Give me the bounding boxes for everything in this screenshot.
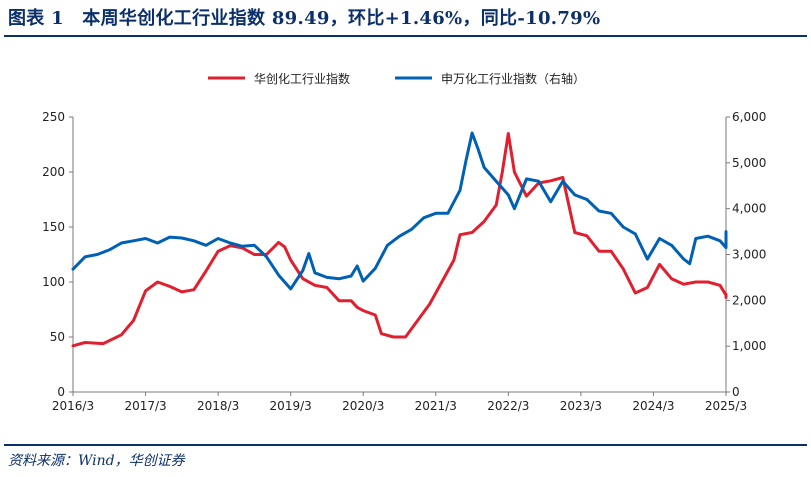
- y-right-tick-label: 5,000: [732, 156, 766, 170]
- title-bar: 图表 1 本周华创化工行业指数 89.49，环比+1.46%，同比-10.79%: [0, 0, 811, 37]
- x-tick-label: 2020/3: [342, 399, 384, 413]
- y-left-tick-label: 150: [42, 220, 65, 234]
- y-right-tick-label: 2,000: [732, 293, 766, 307]
- series-line-shenwan: [71, 131, 728, 291]
- line-chart: 华创化工行业指数 申万化工行业指数（右轴） 0 50 100 150 200 250 0 1,…: [42, 71, 766, 413]
- series-line-huachuang: [71, 132, 728, 348]
- y-left-tick-label: 100: [42, 275, 65, 289]
- y-right-tick-label: 0: [732, 385, 740, 399]
- y-left-tick-label: 200: [42, 165, 65, 179]
- x-tick-label: 2019/3: [270, 399, 312, 413]
- y-right-tick-label: 3,000: [732, 248, 766, 262]
- axes: 0 50 100 150 200 250 0 1,000 2,000 3,000 4,000 5,00…: [42, 110, 766, 413]
- y-right-tick-label: 6,000: [732, 110, 766, 124]
- title-divider: [4, 35, 807, 37]
- source-note: 资料来源：Wind，华创证券: [8, 453, 185, 469]
- x-tick-label: 2017/3: [124, 399, 166, 413]
- legend: 华创化工行业指数 申万化工行业指数（右轴）: [208, 71, 585, 86]
- x-tick-label: 2024/3: [632, 399, 674, 413]
- y-right-tick-label: 1,000: [732, 339, 766, 353]
- x-tick-label: 2023/3: [560, 399, 602, 413]
- x-tick-label: 2021/3: [415, 399, 457, 413]
- legend-label-hc: 华创化工行业指数: [254, 71, 350, 86]
- x-tick-label: 2018/3: [197, 399, 239, 413]
- chart-container: 华创化工行业指数 申万化工行业指数（右轴） 0 50 100 150 200 250 0 1,…: [0, 37, 811, 442]
- x-tick-label: 2022/3: [487, 399, 529, 413]
- source-divider: [4, 444, 807, 446]
- y-right-tick-label: 4,000: [732, 202, 766, 216]
- y-left-tick-label: 0: [57, 385, 65, 399]
- series-lines: [71, 131, 728, 348]
- figure-title: 图表 1 本周华创化工行业指数 89.49，环比+1.46%，同比-10.79%: [8, 8, 601, 29]
- y-left-tick-label: 250: [42, 110, 65, 124]
- x-tick-label: 2025/3: [705, 399, 747, 413]
- y-left-tick-label: 50: [50, 330, 65, 344]
- x-tick-label: 2016/3: [52, 399, 94, 413]
- legend-label-sw: 申万化工行业指数（右轴）: [441, 71, 585, 86]
